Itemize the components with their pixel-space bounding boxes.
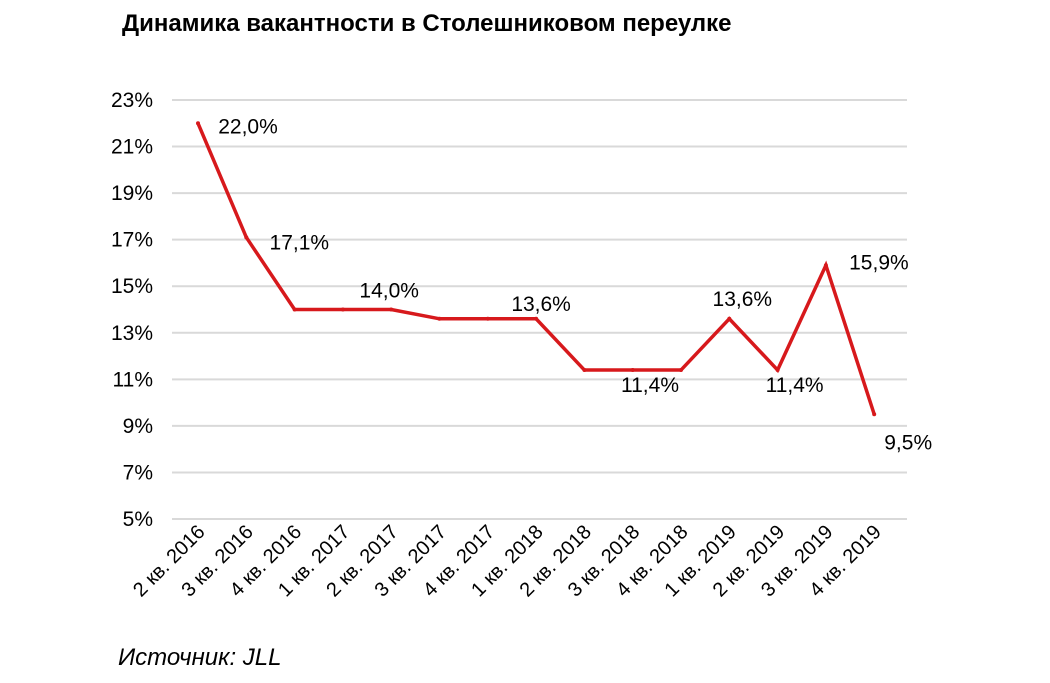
series-line bbox=[196, 122, 876, 415]
y-tick-label: 5% bbox=[123, 508, 153, 531]
data-point bbox=[389, 307, 394, 312]
chart-title: Динамика вакантности в Столешниковом пер… bbox=[122, 10, 732, 37]
y-tick-label: 23% bbox=[111, 89, 153, 112]
y-tick-label: 19% bbox=[111, 182, 153, 205]
y-tick-label: 11% bbox=[113, 368, 153, 391]
data-label: 11,4% bbox=[621, 374, 679, 397]
data-label: 15,9% bbox=[849, 251, 909, 274]
data-point bbox=[727, 316, 732, 321]
source-note: Источник: JLL bbox=[118, 644, 282, 671]
data-label: 17,1% bbox=[270, 231, 330, 254]
data-point bbox=[630, 368, 635, 373]
data-label: 22,0% bbox=[218, 115, 278, 138]
data-labels: 22,0% 17,1% 14,0% 13,6% 11,4% 13,6% 11,4% 15,9%… bbox=[218, 115, 932, 454]
data-point bbox=[292, 307, 297, 312]
data-point bbox=[244, 235, 249, 240]
data-label: 14,0% bbox=[359, 280, 419, 303]
y-tick-label: 15% bbox=[111, 275, 153, 298]
y-tick-label: 21% bbox=[111, 136, 153, 159]
data-point bbox=[534, 316, 539, 321]
data-point bbox=[340, 307, 345, 312]
data-point bbox=[775, 368, 780, 373]
data-point bbox=[196, 121, 200, 126]
grid-lines bbox=[172, 99, 907, 520]
y-tick-label: 13% bbox=[111, 322, 153, 345]
data-point bbox=[872, 412, 877, 417]
y-tick-label: 7% bbox=[123, 461, 153, 484]
y-tick-label: 9% bbox=[123, 415, 153, 438]
y-axis-ticks: 5% 7% 9% 11% 13% 15% 17% 19% 21% 23% bbox=[111, 89, 153, 531]
data-label: 11,4% bbox=[766, 374, 824, 397]
data-point bbox=[437, 316, 442, 321]
data-label: 13,6% bbox=[713, 288, 773, 311]
series-lines bbox=[196, 121, 877, 417]
data-point bbox=[485, 316, 490, 321]
data-point bbox=[582, 368, 587, 373]
y-tick-label: 17% bbox=[111, 229, 153, 252]
data-point bbox=[679, 368, 683, 373]
data-label: 13,6% bbox=[511, 293, 571, 316]
data-point bbox=[823, 263, 828, 268]
data-label: 9,5% bbox=[884, 431, 932, 454]
